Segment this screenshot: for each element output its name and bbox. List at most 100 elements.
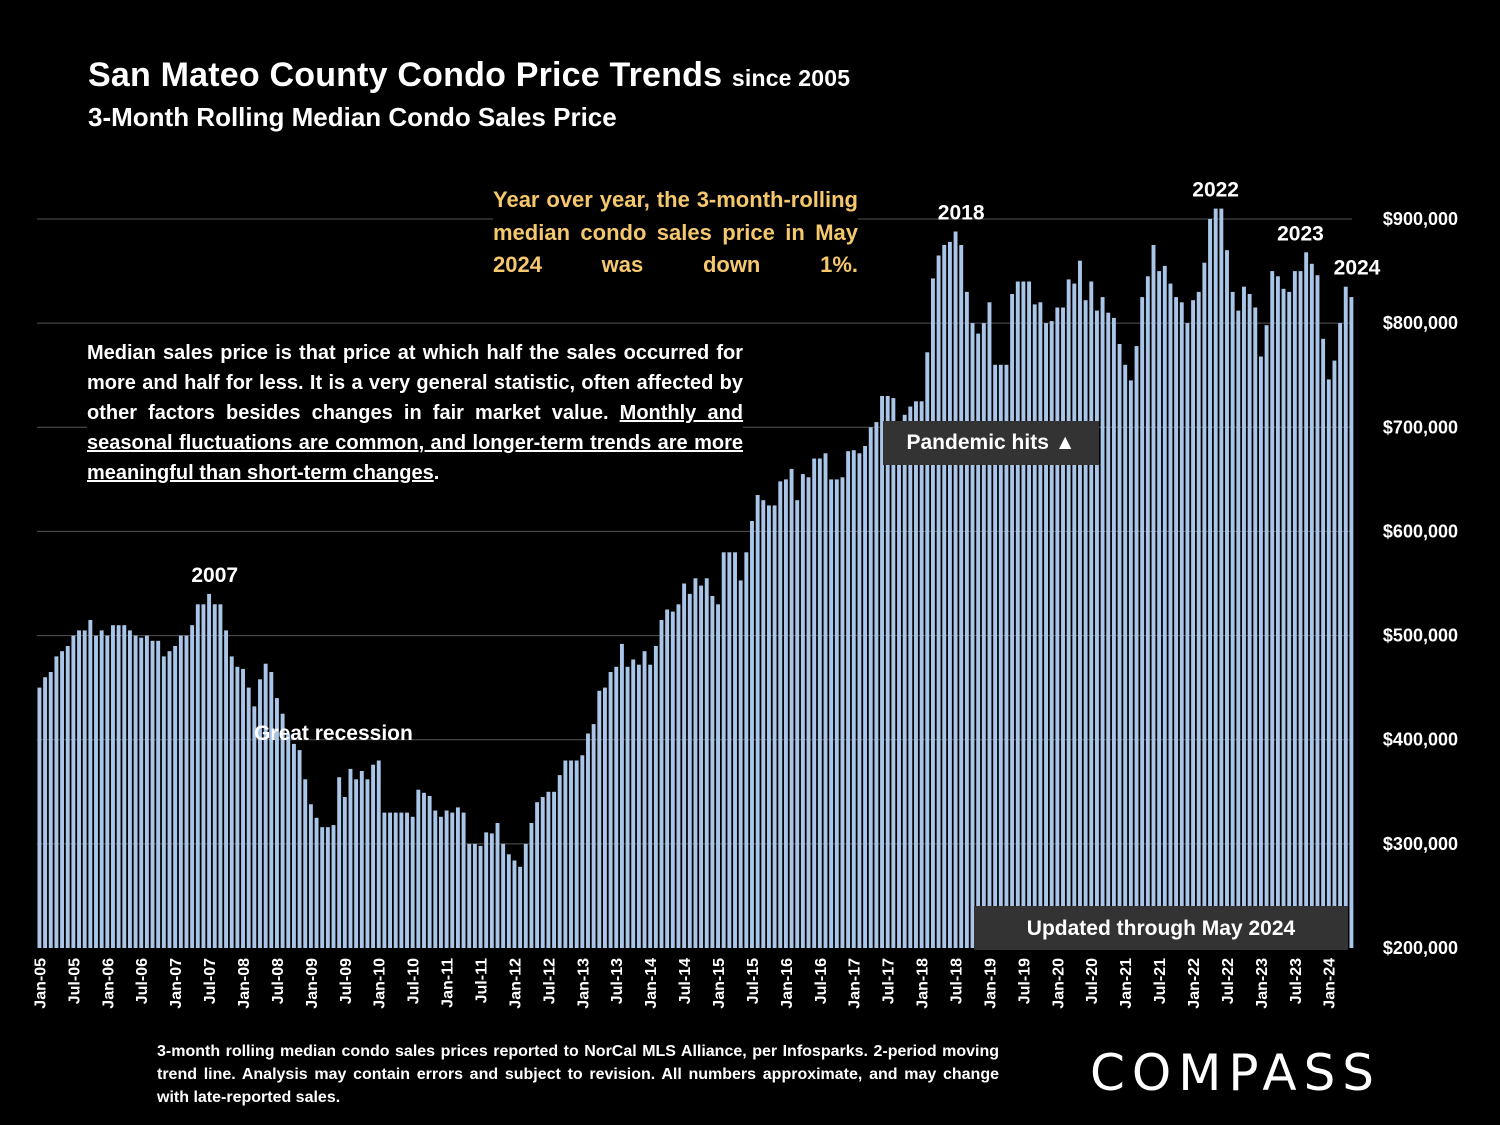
median-note-end: . (433, 462, 440, 484)
x-tick-label: Jan-19 (982, 958, 999, 1009)
bar (665, 609, 670, 948)
bar (433, 810, 438, 948)
bar (439, 816, 443, 948)
bar (687, 593, 692, 948)
bar (201, 604, 206, 948)
bar (1270, 271, 1275, 949)
bar (484, 832, 489, 948)
bar (371, 764, 376, 948)
bar (614, 666, 619, 948)
x-tick-label: Jan-20 (1050, 958, 1067, 1009)
bar (959, 245, 964, 948)
bar (925, 352, 930, 948)
bar (314, 817, 319, 948)
bar (246, 687, 251, 948)
bar (778, 481, 783, 948)
bar (405, 812, 409, 948)
x-tick-label: Jul-11 (473, 958, 490, 1003)
x-axis-ticks: Jan-05 Jul-05 Jan-06 Jul-06 Jan-07 Jul-07 Jan-… (32, 958, 1338, 1009)
bar (263, 663, 268, 948)
bar (88, 620, 93, 948)
x-tick-label: Jul-07 (202, 958, 219, 1004)
bar (382, 812, 387, 948)
bar (122, 625, 127, 948)
bar (625, 666, 630, 948)
x-tick-label: Jul-22 (1220, 958, 1237, 1004)
bar (116, 625, 121, 948)
x-tick-label: Jan-22 (1186, 958, 1203, 1009)
bar (817, 458, 822, 948)
bar (1202, 262, 1207, 948)
x-tick-label: Jan-13 (575, 958, 592, 1009)
bar (1117, 344, 1122, 948)
bar (1179, 302, 1184, 948)
bar (840, 477, 845, 948)
bar (744, 552, 749, 948)
bar (291, 743, 296, 948)
bar (772, 505, 777, 948)
y-tick-label: $800,000 (1383, 313, 1458, 333)
bar (77, 630, 81, 948)
bar (82, 630, 87, 948)
x-tick-label: Jul-13 (609, 958, 626, 1004)
bar (1021, 281, 1026, 948)
bar (190, 625, 195, 948)
bar (806, 477, 811, 948)
bar (241, 668, 245, 948)
x-tick-label: Jan-14 (643, 958, 660, 1009)
bar (591, 724, 596, 948)
bar (648, 664, 653, 948)
bar (1343, 286, 1348, 948)
y-tick-label: $600,000 (1383, 521, 1458, 541)
bar (71, 635, 76, 948)
bar (880, 396, 884, 948)
bar (444, 810, 449, 948)
annotations: 2007 Great recession 2018 2022 2023 2024 (191, 179, 1380, 745)
bar (388, 812, 393, 948)
bar (229, 656, 234, 948)
bar (1230, 291, 1235, 948)
bar (670, 611, 675, 948)
bar (269, 672, 274, 948)
bar (716, 604, 720, 948)
bar (354, 779, 359, 948)
bar (636, 664, 641, 948)
bar (1061, 307, 1065, 948)
y-tick-label: $200,000 (1383, 938, 1458, 958)
bar (161, 656, 166, 948)
bar (43, 677, 48, 948)
bar (569, 760, 573, 948)
x-tick-label: Jul-08 (270, 958, 287, 1004)
x-tick-label: Jul-06 (134, 958, 151, 1004)
bar (563, 760, 568, 948)
bar (1066, 279, 1071, 948)
bar (529, 823, 534, 948)
bar (1236, 310, 1241, 949)
bar (863, 446, 868, 948)
x-tick-label: Jan-09 (304, 958, 321, 1009)
y-tick-label: $300,000 (1383, 834, 1458, 854)
x-tick-label: Jan-21 (1118, 958, 1135, 1009)
bar (1094, 310, 1099, 949)
bar (682, 583, 687, 948)
bar (1078, 260, 1082, 948)
x-tick-label: Jul-12 (541, 958, 558, 1004)
x-tick-label: Jul-09 (338, 958, 355, 1004)
bar (365, 779, 370, 948)
bar (501, 843, 506, 948)
footnote: 3-month rolling median condo sales price… (157, 1043, 999, 1106)
x-tick-label: Jul-18 (949, 958, 966, 1004)
bar (619, 643, 624, 948)
bar (631, 659, 636, 948)
bar (286, 734, 291, 948)
bar (489, 833, 494, 948)
bar (874, 422, 879, 949)
bar (552, 791, 557, 948)
bar (1321, 338, 1326, 948)
bar (320, 827, 325, 948)
bar (416, 789, 421, 948)
annotation-label: 2018 (938, 201, 985, 224)
bar (795, 500, 800, 948)
bar (733, 552, 737, 948)
bar (608, 672, 613, 948)
